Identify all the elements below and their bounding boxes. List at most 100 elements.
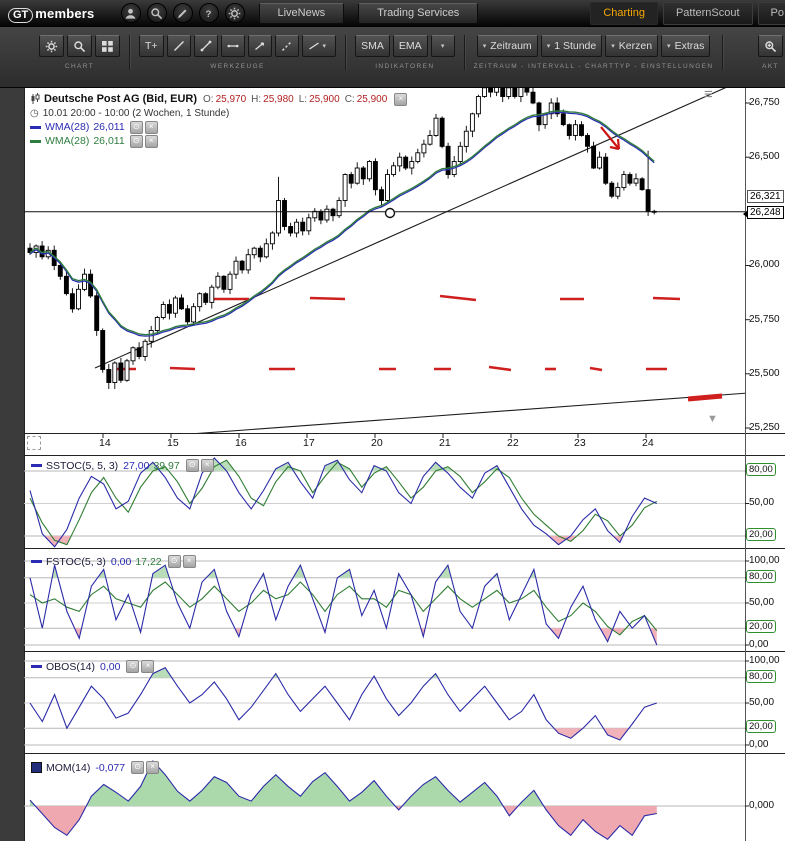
price-marker-tag: 26,321 [747,190,784,203]
x-axis-label: 24 [642,437,654,449]
wma-blue-value: 26,011 [93,121,125,133]
mom-legend: MOM(14) -0,077 ⊙ × [31,761,160,774]
indicators-dropdown[interactable]: ▾ [430,35,455,57]
fstoc-level-0: 0,00 [749,639,769,650]
group-label-akt: AKT [762,63,779,70]
clock-icon: ◷ [30,107,39,119]
wma-blue-settings-button[interactable]: ⊙ [129,120,143,134]
x-axis-label: 21 [439,437,451,449]
wma-blue-swatch [30,125,41,129]
top-bar: GT members ? LiveNews Trading Services Ch… [0,0,785,27]
interval-dropdown[interactable]: ▾ 1 Stunde [540,35,603,57]
y-axis-label: 25,500 [749,368,780,379]
tab-patternscout[interactable]: PatternScout [662,1,753,25]
indicator-name: SSTOC(5, 5, 3) [46,459,119,472]
x-axis-label: 17 [303,437,315,449]
app-logo: GT members [8,6,95,23]
gear-icon[interactable] [224,3,245,23]
dashed-line-tool-button[interactable] [274,35,299,57]
fstoc-swatch [31,560,42,563]
search-icon[interactable] [146,3,167,23]
mom-close-button[interactable]: × [146,761,160,774]
svg-text:?: ? [206,9,212,20]
low-label: L: [298,93,308,105]
obos-level-20: 20,00 [746,720,776,733]
close-label: C: [344,93,355,105]
indicator-value: 0,00 [100,660,121,673]
charttype-label: Kerzen [618,40,653,52]
sstoc-close-button[interactable]: × [200,459,214,472]
sma-button[interactable]: SMA [355,35,390,57]
fstoc-level-100: 100,00 [749,555,780,566]
obos-legend: OBOS(14) 0,00 ⊙ × [31,660,155,673]
logo-mark: GT [8,7,34,23]
indicator-name: OBOS(14) [46,660,96,673]
user-icon[interactable] [120,3,141,23]
toolbar-group-indikatoren: SMA EMA ▾ INDIKATOREN [346,35,465,70]
chevron-down-icon: ▾ [546,43,551,50]
indicator-name: FSTOC(5, 3) [46,555,106,568]
fstoc-settings-button[interactable]: ⊙ [167,555,181,568]
fstoc-close-button[interactable]: × [182,555,196,568]
wma-blue-name: WMA(28) [45,121,90,133]
pencil-icon[interactable] [172,3,193,23]
obos-close-button[interactable]: × [141,660,155,673]
indicator-value: -0,077 [95,761,126,774]
y-axis-label: 26,500 [749,151,780,162]
chart-menu-icon[interactable]: ≡ [704,86,713,103]
ray-tool-button[interactable] [247,35,272,57]
sstoc-settings-button[interactable]: ⊙ [185,459,199,472]
ema-button[interactable]: EMA [392,35,428,57]
instrument-icon [30,93,40,105]
instrument-title: Deutsche Post AG (Bid, EUR) [44,93,197,105]
more-tools-dropdown[interactable]: ▾ [301,35,337,57]
collapse-panel-icon[interactable]: ▼ [707,413,718,425]
zeitraum-dropdown[interactable]: ▾ Zeitraum [476,35,538,57]
toolbar-group-werkzeuge: T+ ▾ [130,35,347,70]
trendline-tool-button[interactable] [166,35,191,57]
chart-close-button[interactable]: × [394,92,408,106]
fstoc-level-20: 20,00 [746,620,776,633]
price-chart-legend: Deutsche Post AG (Bid, EUR) O: 25,970 H: 2… [30,92,408,148]
tab-po[interactable]: Po [757,1,785,25]
pan-handle[interactable] [27,436,41,450]
segment-tool-button[interactable] [193,35,218,57]
zeitraum-label: Zeitraum [490,40,532,52]
indicator-value: 27,00 [123,459,150,472]
layout-grid-button[interactable] [95,35,120,57]
x-axis-label: 14 [99,437,111,449]
topbar-tabs: Charting PatternScout Po [585,1,785,25]
interval-label: 1 Stunde [554,40,597,52]
wma-green-value: 26,011 [93,135,125,147]
obos-level-50: 50,00 [749,697,775,708]
wma-green-close-button[interactable]: × [144,134,158,148]
chevron-down-icon: ▾ [440,43,445,50]
close-value: 25,900 [356,93,388,105]
x-axis-label: 16 [235,437,247,449]
x-axis-label: 23 [574,437,586,449]
zoom-in-button[interactable] [758,35,783,57]
livenews-button[interactable]: LiveNews [258,2,345,24]
wma-blue-close-button[interactable]: × [144,120,158,134]
help-icon[interactable]: ? [198,3,219,23]
topbar-icon-group: ? [120,3,245,23]
sstoc-level-20: 20,00 [746,528,776,541]
sstoc-legend: SSTOC(5, 5, 3) 27,00 39,97 ⊙ × [31,459,214,472]
charttype-dropdown[interactable]: ▾ Kerzen [605,35,659,57]
wma-green-settings-button[interactable]: ⊙ [129,134,143,148]
text-tool-button[interactable]: T+ [139,35,164,57]
chart-zoom-button[interactable] [67,35,92,57]
obos-swatch [31,665,42,668]
group-label-chart: CHART [64,63,95,70]
obos-settings-button[interactable]: ⊙ [126,660,140,673]
mom-settings-button[interactable]: ⊙ [131,761,145,774]
high-value: 25,980 [263,93,294,105]
tab-charting[interactable]: Charting [590,1,658,25]
extras-dropdown[interactable]: ▾ Extras [661,35,711,57]
group-label-indikatoren: INDIKATOREN [375,63,435,70]
chart-settings-button[interactable] [39,35,64,57]
horizontal-line-tool-button[interactable] [220,35,245,57]
trading-services-button[interactable]: Trading Services [358,2,479,24]
